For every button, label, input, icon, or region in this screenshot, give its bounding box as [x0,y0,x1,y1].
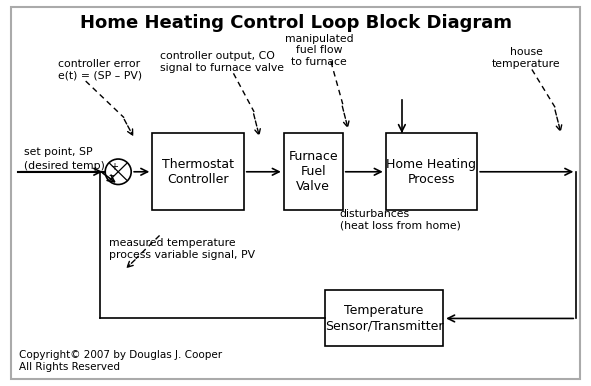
Text: Home Heating Control Loop Block Diagram: Home Heating Control Loop Block Diagram [80,14,511,32]
Text: house
temperature: house temperature [492,47,560,69]
Text: –: – [108,170,114,180]
FancyBboxPatch shape [284,133,343,210]
Ellipse shape [105,159,131,185]
Text: controller output, CO
signal to furnace valve: controller output, CO signal to furnace … [160,51,284,73]
FancyBboxPatch shape [325,290,443,347]
FancyBboxPatch shape [385,133,478,210]
Text: Temperature
Sensor/Transmitter: Temperature Sensor/Transmitter [325,305,443,332]
Text: Thermostat
Controller: Thermostat Controller [162,158,234,186]
FancyBboxPatch shape [152,133,243,210]
Text: disturbances
(heat loss from home): disturbances (heat loss from home) [340,209,461,231]
Text: (desired temp): (desired temp) [24,161,105,171]
Text: Copyright© 2007 by Douglas J. Cooper
All Rights Reserved: Copyright© 2007 by Douglas J. Cooper All… [19,350,222,372]
Text: measured temperature
process variable signal, PV: measured temperature process variable si… [109,238,255,260]
Text: manipulated
fuel flow
to furnace: manipulated fuel flow to furnace [285,34,353,67]
Text: set point, SP: set point, SP [24,147,92,157]
Text: Home Heating
Process: Home Heating Process [387,158,476,186]
FancyBboxPatch shape [11,7,580,379]
Text: +: + [111,162,118,172]
Text: controller error
e(t) = (SP – PV): controller error e(t) = (SP – PV) [58,59,142,80]
Text: Furnace
Fuel
Valve: Furnace Fuel Valve [288,150,338,193]
